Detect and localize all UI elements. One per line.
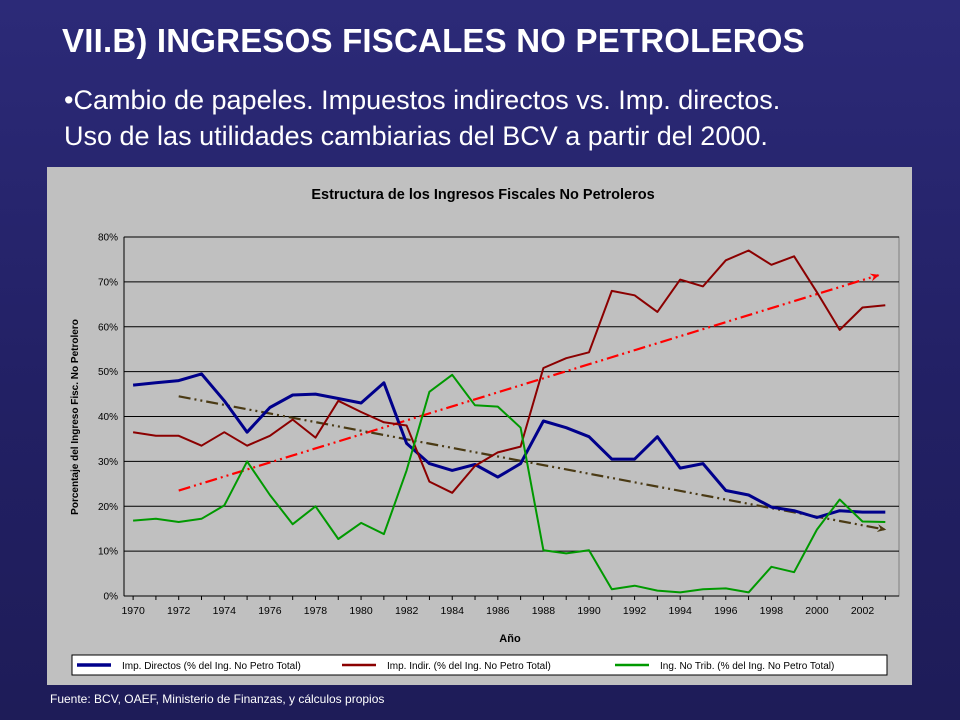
x-tick-label: 1988 [532,605,556,617]
x-axis-title: Año [499,633,521,645]
x-tick-label: 1976 [258,605,282,617]
source-note: Fuente: BCV, OAEF, Ministerio de Finanza… [50,692,385,706]
y-tick-label: 30% [98,457,118,468]
trend-line [178,273,880,492]
y-tick-label: 60% [98,322,118,333]
chart-title: Estructura de los Ingresos Fiscales No P… [311,187,654,203]
chart-svg: Estructura de los Ingresos Fiscales No P… [70,187,900,676]
series-lines [132,249,886,594]
x-tick-label: 1990 [577,605,601,617]
y-tick-label: 40% [98,412,118,423]
x-tick-labels: 1970 1972 1974 1976 1978 1980 1982 1984 1986 1988… [121,605,874,617]
x-tick-label: 1986 [486,605,510,617]
series-line-3 [133,373,886,594]
slide-title: VII.B) INGRESOS FISCALES NO PETROLEROS [62,22,805,59]
x-tick-label: 1998 [760,605,784,617]
y-tick-label: 80% [98,233,118,244]
legend-label: Ing. No Trib. (% del Ing. No Petro Total… [660,661,834,672]
y-tick-label: 10% [98,547,118,558]
grid [123,236,900,600]
trend-line [178,395,887,533]
series-line-1 [132,372,886,519]
x-tick-label: 2000 [805,605,829,617]
trend-lines [178,273,887,533]
bullet-line-1: •Cambio de papeles. Impuestos indirectos… [64,85,781,115]
x-tick-label: 1984 [441,605,465,617]
bullet-line-2: Uso de las utilidades cambiarias del BCV… [64,121,768,151]
y-axis-title: Porcentaje del Ingreso Fisc. No Petroler… [70,319,81,515]
legend-box [71,654,888,676]
x-tick-label: 2002 [851,605,875,617]
series-line-2 [132,249,886,494]
x-tick-label: 1982 [395,605,419,617]
x-tick-label: 1996 [714,605,738,617]
x-tick-label: 1980 [349,605,373,617]
y-tick-labels: 0% 10% 20% 30% 40% 50% 60% 70% 80% [98,233,118,603]
x-tick-label: 1972 [167,605,191,617]
chart-panel: Estructura de los Ingresos Fiscales No P… [47,167,912,685]
bullet-text: •Cambio de papeles. Impuestos indirectos… [64,82,780,154]
legend: Imp. Directos (% del Ing. No Petro Total… [71,654,888,676]
x-tick-label: 1992 [623,605,647,617]
y-tick-label: 70% [98,277,118,288]
x-tick-label: 1970 [121,605,145,617]
legend-label: Imp. Directos (% del Ing. No Petro Total… [122,661,301,672]
y-tick-label: 20% [98,502,118,513]
x-tick-label: 1974 [213,605,237,617]
y-tick-label: 0% [104,592,119,603]
x-tick-label: 1978 [304,605,328,617]
x-tick-label: 1994 [668,605,692,617]
y-tick-label: 50% [98,367,118,378]
legend-label: Imp. Indir. (% del Ing. No Petro Total) [387,661,551,672]
